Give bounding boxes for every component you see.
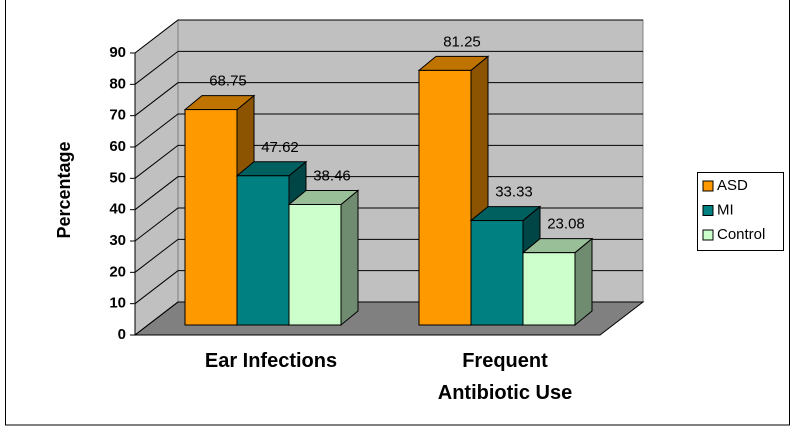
value-label: 68.75 [209, 73, 247, 90]
y-tick-label: 0 [118, 326, 126, 343]
bar [288, 203, 342, 326]
legend-swatch [702, 180, 714, 192]
y-tick-label: 40 [109, 201, 126, 218]
value-label: 47.62 [261, 139, 299, 156]
y-tick-label: 30 [109, 232, 126, 249]
y-tick-label: 70 [109, 107, 126, 124]
bar-side [574, 237, 593, 327]
y-tick-label: 90 [109, 44, 126, 61]
y-tick-label: 80 [109, 75, 126, 92]
x-tick-label: Ear Infections [204, 350, 338, 372]
value-label: 33.33 [495, 184, 533, 201]
value-label: 38.46 [313, 167, 351, 184]
bar-side [340, 189, 359, 327]
y-tick-label: 10 [109, 295, 126, 312]
y-tick-label: 60 [109, 138, 126, 155]
grid-line [134, 50, 643, 85]
value-label: 23.08 [547, 216, 585, 233]
legend-swatch [702, 205, 714, 216]
bar [236, 175, 290, 326]
y-tick-label: 50 [109, 169, 126, 186]
bar [470, 220, 524, 326]
x-tick-label: Frequent Antibiotic Use [437, 350, 573, 404]
y-axis-label: Percentage [54, 141, 74, 238]
value-label: 81.25 [443, 33, 481, 50]
legend-label: ASD [717, 177, 748, 194]
y-tick-label: 20 [109, 263, 126, 280]
bar [522, 252, 576, 326]
legend-swatch [702, 229, 714, 241]
legend-label: MI [717, 201, 734, 218]
grid-line [134, 19, 643, 54]
bar [184, 109, 238, 326]
bar [418, 69, 472, 326]
legend-label: Control [717, 226, 765, 243]
